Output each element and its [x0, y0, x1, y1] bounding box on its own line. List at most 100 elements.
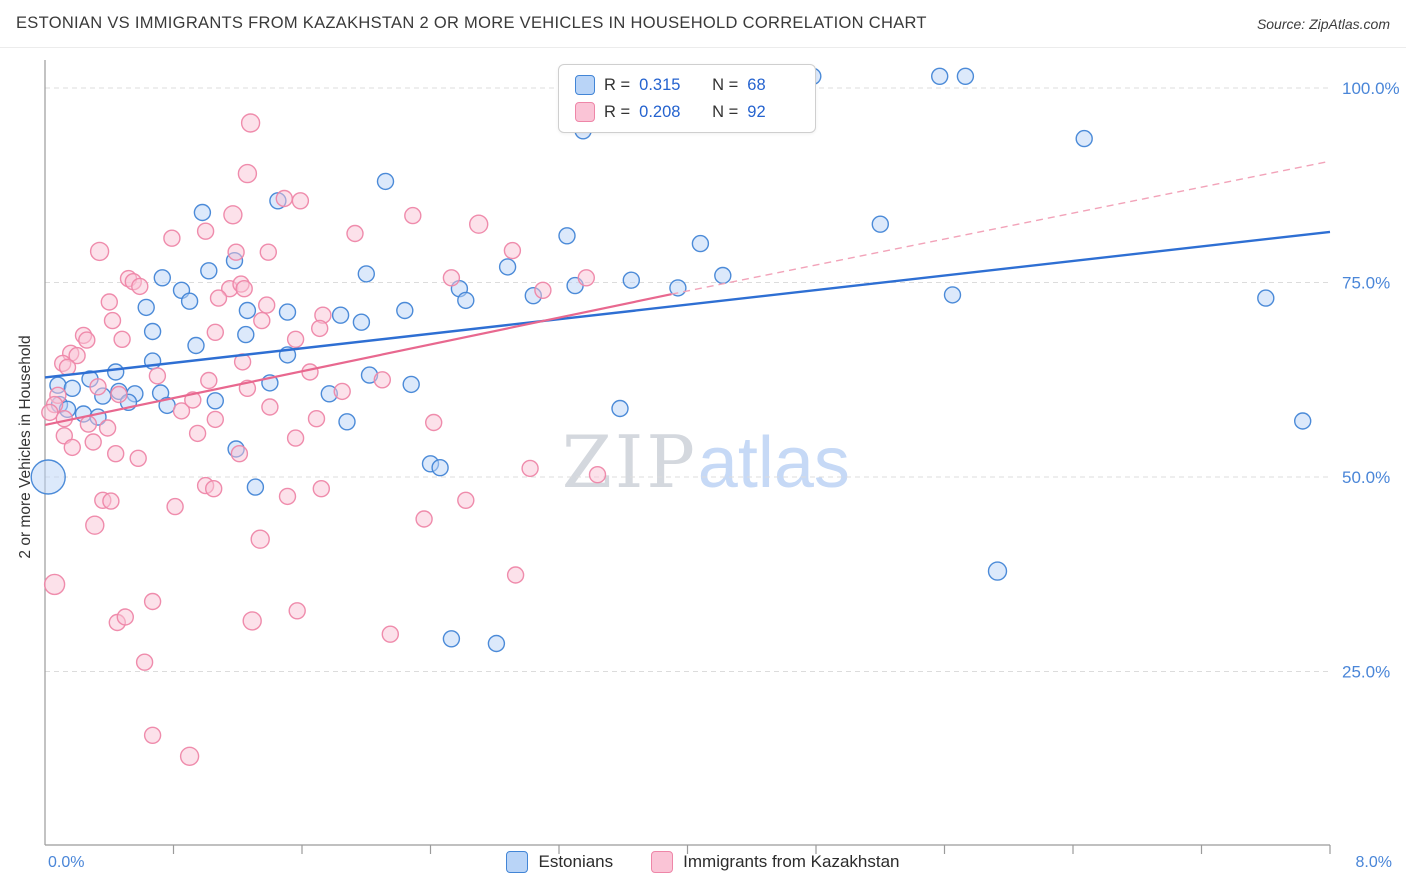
data-point-series-0 — [956, 67, 975, 85]
data-point-series-0 — [396, 301, 414, 320]
watermark: ZIPatlas — [562, 426, 850, 499]
data-point-series-1 — [312, 480, 330, 498]
data-point-series-1 — [381, 625, 399, 643]
data-point-series-1 — [84, 433, 102, 451]
data-point-series-1 — [373, 371, 391, 389]
kazakhstan-r-value: 0.208 — [639, 102, 681, 121]
data-point-series-1 — [206, 410, 225, 429]
data-point-series-0 — [338, 413, 356, 431]
data-point-series-1 — [143, 726, 162, 744]
data-point-series-1 — [172, 402, 191, 420]
watermark-zip: ZIP — [561, 420, 698, 504]
estonians-n-label: N = — [712, 75, 739, 94]
data-point-series-0 — [193, 203, 212, 222]
x-axis-min-label: 0.0% — [48, 854, 85, 871]
data-point-series-0 — [237, 325, 255, 344]
estonians-swatch — [575, 75, 595, 95]
trend-line — [44, 293, 672, 426]
data-point-series-1 — [240, 113, 261, 133]
data-point-series-0 — [206, 392, 225, 410]
data-point-series-1 — [242, 611, 262, 631]
data-point-series-1 — [307, 410, 326, 428]
data-point-series-1 — [89, 241, 110, 262]
data-point-series-1 — [415, 510, 433, 528]
legend-row-kazakhstan: R = 0.208 N = 92 — [575, 102, 799, 122]
data-point-series-1 — [457, 491, 475, 509]
data-point-series-1 — [534, 281, 552, 300]
y-tick-label: 100.0% — [1342, 79, 1400, 98]
data-point-series-0 — [987, 561, 1008, 581]
estonians-legend-label: Estonians — [538, 852, 614, 871]
bottom-legend: Estonians Immigrants from Kazakhstan — [0, 851, 1406, 873]
data-point-series-1 — [63, 438, 82, 457]
data-point-series-1 — [235, 279, 253, 298]
data-point-series-0 — [153, 269, 172, 287]
data-point-series-0 — [1293, 412, 1312, 430]
estonians-legend-swatch — [506, 851, 529, 873]
data-point-series-1 — [230, 445, 249, 463]
data-point-series-1 — [106, 445, 125, 463]
data-point-series-1 — [100, 293, 119, 311]
data-point-series-1 — [250, 529, 270, 549]
data-point-series-1 — [163, 229, 181, 247]
data-point-series-1 — [346, 224, 364, 243]
data-point-series-1 — [259, 243, 277, 261]
data-point-series-0 — [498, 258, 517, 276]
data-point-series-0 — [1257, 289, 1275, 307]
data-point-series-1 — [113, 330, 131, 348]
data-point-series-1 — [110, 385, 128, 404]
data-point-series-1 — [253, 311, 271, 330]
kazakhstan-legend-label: Immigrants from Kazakhstan — [683, 852, 900, 871]
data-point-series-0 — [714, 266, 732, 285]
bottom-legend-estonians: Estonians — [506, 851, 613, 873]
data-point-series-0 — [137, 298, 155, 317]
data-point-series-1 — [131, 277, 149, 296]
data-point-series-1 — [116, 608, 135, 626]
data-point-series-1 — [223, 205, 243, 225]
data-point-series-1 — [425, 413, 443, 432]
data-point-series-0 — [352, 313, 371, 331]
y-tick-label: 25.0% — [1342, 663, 1390, 682]
data-point-series-1 — [506, 566, 525, 584]
data-point-series-1 — [179, 746, 200, 766]
source-credit: Source: ZipAtlas.com — [1256, 15, 1390, 32]
data-point-series-1 — [333, 382, 351, 401]
legend-row-estonians: R = 0.315 N = 68 — [575, 75, 799, 95]
x-axis-max-label: 8.0% — [1355, 854, 1392, 871]
data-point-series-0 — [558, 227, 576, 245]
data-point-series-0 — [238, 301, 257, 320]
data-point-series-0 — [669, 279, 687, 297]
data-point-series-1 — [503, 241, 522, 260]
chart-title: ESTONIAN VS IMMIGRANTS FROM KAZAKHSTAN 2… — [16, 14, 927, 32]
data-point-series-1 — [204, 480, 223, 498]
data-point-series-1 — [442, 269, 461, 287]
data-point-series-0 — [871, 215, 889, 233]
data-point-series-1 — [143, 592, 162, 611]
data-point-series-1 — [43, 573, 66, 596]
data-point-series-1 — [89, 378, 107, 396]
header: ESTONIAN VS IMMIGRANTS FROM KAZAKHSTAN 2… — [0, 0, 1406, 48]
data-point-series-1 — [68, 346, 86, 365]
scatter-plot: 100.0% 75.0% 50.0% 25.0% — [30, 60, 1400, 854]
estonians-r-value: 0.315 — [639, 75, 681, 94]
data-point-series-0 — [63, 379, 82, 397]
data-point-series-1 — [288, 602, 306, 620]
data-point-series-1 — [78, 331, 96, 349]
data-point-series-0 — [622, 271, 640, 289]
data-point-series-1 — [227, 243, 245, 261]
data-point-series-0 — [278, 303, 297, 321]
data-point-series-1 — [577, 269, 595, 287]
data-point-series-0 — [611, 399, 629, 418]
data-point-series-1 — [41, 403, 59, 422]
watermark-atlas: atlas — [697, 423, 850, 503]
data-point-series-1 — [200, 371, 218, 390]
data-point-series-0 — [357, 265, 375, 283]
trend-line — [44, 230, 1331, 379]
data-point-series-1 — [103, 311, 122, 330]
bottom-legend-kazakhstan: Immigrants from Kazakhstan — [651, 851, 900, 873]
data-point-series-1 — [129, 449, 147, 467]
data-point-series-1 — [286, 330, 305, 348]
data-point-series-1 — [58, 358, 77, 376]
data-point-series-1 — [588, 466, 607, 484]
